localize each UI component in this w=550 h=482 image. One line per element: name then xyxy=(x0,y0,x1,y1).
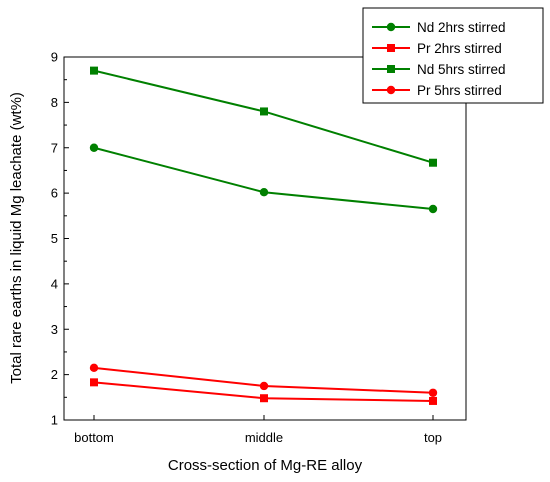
y-tick-label: 5 xyxy=(51,231,58,246)
y-axis: 1 2 3 4 5 6 7 8 9 xyxy=(51,50,69,428)
x-tick-label: top xyxy=(424,430,442,445)
x-tick-label: middle xyxy=(245,430,283,445)
y-tick-label: 2 xyxy=(51,367,58,382)
legend-marker xyxy=(387,65,395,73)
data-point xyxy=(260,394,268,403)
data-point xyxy=(259,381,269,391)
x-axis: bottom middle top xyxy=(74,415,442,445)
legend-label: Pr 5hrs stirred xyxy=(417,83,502,98)
series-line xyxy=(93,146,434,211)
legend-label: Nd 2hrs stirred xyxy=(417,20,506,35)
y-tick-label: 6 xyxy=(51,186,58,201)
legend-label: Nd 5hrs stirred xyxy=(417,62,506,77)
series-2 xyxy=(90,66,437,167)
x-tick-label: bottom xyxy=(74,430,114,445)
legend-marker xyxy=(386,22,396,32)
data-point xyxy=(259,188,269,197)
series-layer xyxy=(89,66,438,405)
data-point xyxy=(90,378,98,387)
series-1 xyxy=(90,378,437,405)
y-axis-title: Total rare earths in liquid Mg leachate … xyxy=(8,92,25,384)
data-point xyxy=(89,363,99,373)
y-tick-label: 8 xyxy=(51,95,58,110)
y-tick-label: 1 xyxy=(51,413,58,428)
series-0 xyxy=(89,143,438,214)
series-3 xyxy=(89,363,438,397)
legend: Nd 2hrs stirred Pr 2hrs stirred Nd 5hrs st… xyxy=(362,7,544,104)
legend-marker xyxy=(387,44,395,52)
y-tick-label: 3 xyxy=(51,322,58,337)
legend-label: Pr 2hrs stirred xyxy=(417,41,502,56)
data-point xyxy=(428,388,438,397)
data-point xyxy=(260,107,268,116)
data-point xyxy=(429,158,437,167)
data-point xyxy=(89,143,99,152)
data-point xyxy=(428,204,438,214)
x-axis-title: Cross-section of Mg-RE alloy xyxy=(168,457,363,474)
y-tick-label: 4 xyxy=(51,276,58,291)
legend-marker xyxy=(386,85,396,95)
data-point xyxy=(90,66,98,75)
data-point xyxy=(429,396,437,405)
y-tick-label: 9 xyxy=(51,50,58,65)
y-tick-label: 7 xyxy=(51,140,58,155)
